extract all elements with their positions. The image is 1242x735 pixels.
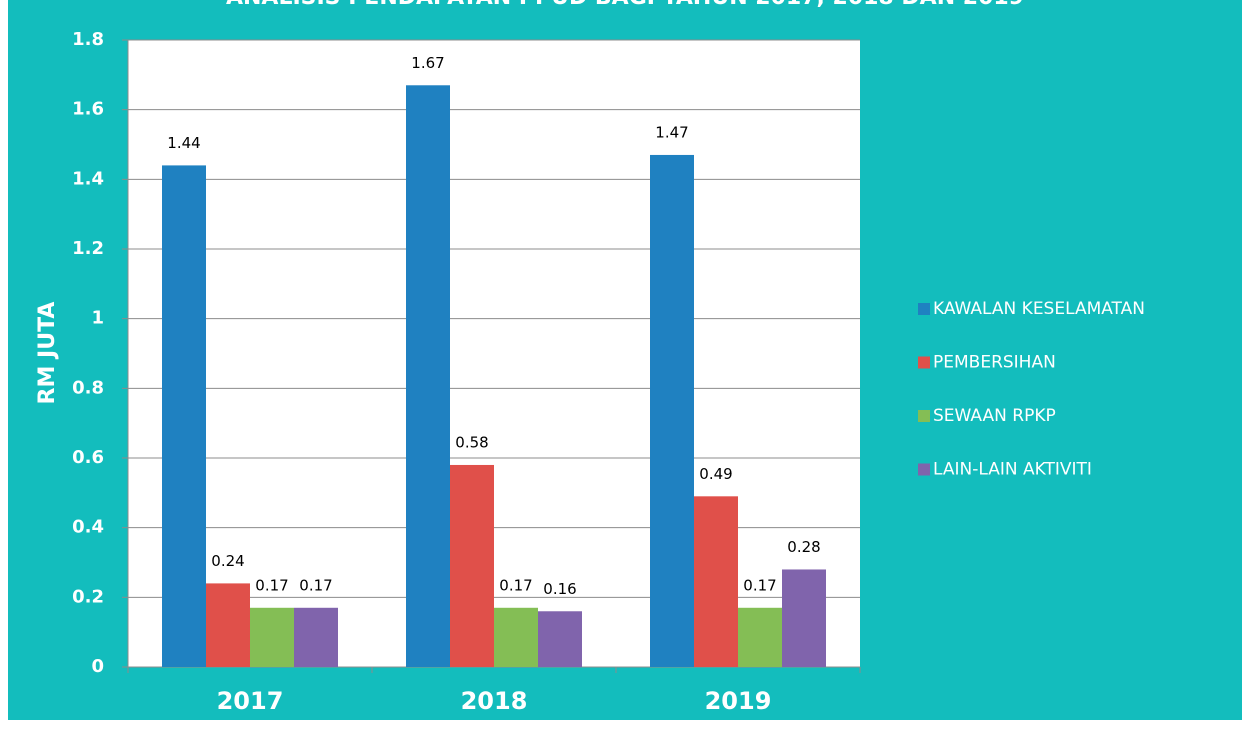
bar [450,464,494,667]
y-axis-label: RM JUTA [35,302,60,405]
y-tick-label: 0.6 [72,447,104,468]
bar [738,607,782,667]
y-tick-label: 1.4 [72,168,104,189]
x-tick-label: 2018 [461,687,528,715]
y-tick-label: 0 [91,656,104,677]
value-label: 0.16 [543,580,576,598]
x-tick-label: 2017 [217,687,284,715]
bar [294,607,338,667]
bar [782,569,826,667]
bar [694,496,738,667]
value-label: 0.49 [699,465,732,483]
value-label: 1.67 [411,54,444,72]
bar [406,85,450,668]
bar [250,607,294,667]
y-tick-label: 0.2 [72,586,104,607]
legend-swatch [918,356,930,369]
legend-label: LAIN-LAIN AKTIVITI [933,460,1092,480]
legend-label: PEMBERSIHAN [933,353,1056,373]
value-label: 0.17 [255,576,288,594]
y-tick-label: 1 [91,308,104,329]
x-tick-label: 2019 [705,687,772,715]
value-label: 0.24 [211,552,244,570]
chart-title: ANALISIS PENDAPATAN PPUD BAGI TAHUN 2017… [226,0,1024,10]
value-label: 0.28 [787,538,820,556]
bar [162,165,206,667]
y-tick-label: 1.8 [72,29,104,50]
y-tick-label: 1.6 [72,99,104,120]
y-tick-label: 0.4 [72,517,104,538]
y-tick-label: 0.8 [72,377,104,398]
bar [494,607,538,667]
legend-swatch [918,463,930,476]
value-label: 1.47 [655,123,688,141]
value-label: 0.17 [499,576,532,594]
y-tick-label: 1.2 [72,238,104,259]
legend-swatch [918,303,930,315]
bar [206,583,250,667]
legend-swatch [918,410,930,422]
value-label: 0.17 [299,576,332,594]
bar [538,611,582,667]
bar [650,154,694,667]
value-label: 0.17 [743,576,776,594]
value-label: 1.44 [167,134,200,152]
legend-label: KAWALAN KESELAMATAN [933,299,1145,319]
legend-label: SEWAAN RPKP [933,406,1056,426]
value-label: 0.58 [455,433,488,451]
